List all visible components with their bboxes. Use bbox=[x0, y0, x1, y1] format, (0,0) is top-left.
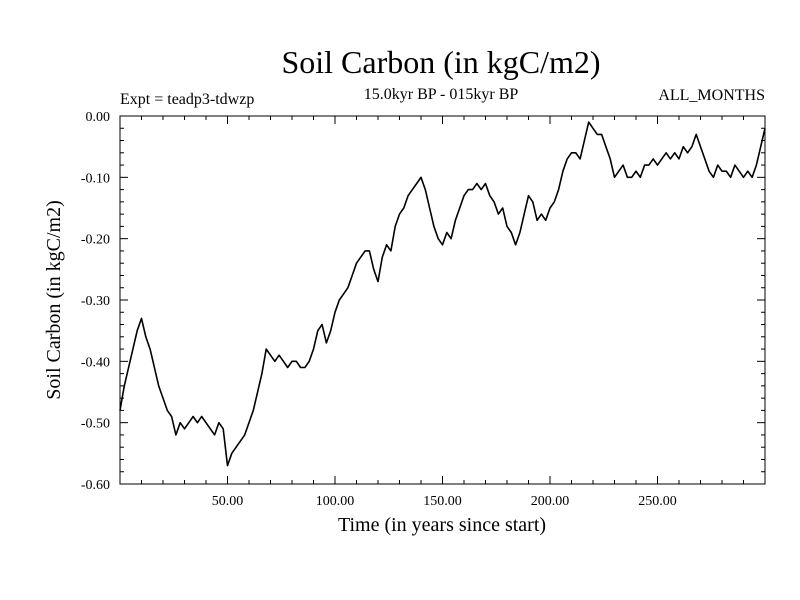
y-axis-tick-labels: 0.00 -0.10 -0.20 -0.30 -0.40 -0.50 -0.60 bbox=[81, 110, 110, 493]
y-tick-label: -0.50 bbox=[81, 417, 110, 432]
y-tick-label: -0.10 bbox=[81, 171, 110, 186]
x-axis-title: Time (in years since start) bbox=[338, 514, 546, 536]
x-axis-ticks bbox=[141, 116, 744, 484]
x-axis-tick-labels: 50.00 100.00 150.00 200.00 250.00 bbox=[212, 494, 677, 509]
series-line-soil-carbon bbox=[119, 121, 766, 467]
x-tick-label: 150.00 bbox=[423, 494, 462, 509]
experiment-label: Expt = teadp3-tdwzp bbox=[120, 91, 254, 108]
y-tick-label: -0.60 bbox=[81, 478, 110, 493]
x-tick-label: 100.00 bbox=[316, 494, 355, 509]
y-axis-ticks bbox=[120, 127, 765, 473]
x-tick-label: 50.00 bbox=[212, 494, 244, 509]
time-range-label: 15.0kyr BP - 015kyr BP bbox=[364, 86, 519, 103]
months-label: ALL_MONTHS bbox=[658, 87, 765, 104]
y-tick-label: -0.40 bbox=[81, 355, 110, 370]
y-tick-label: -0.20 bbox=[81, 233, 110, 248]
x-tick-label: 250.00 bbox=[638, 494, 677, 509]
y-tick-label: 0.00 bbox=[86, 110, 111, 125]
chart-title: Soil Carbon (in kgC/m2) bbox=[281, 44, 600, 80]
y-tick-label: -0.30 bbox=[81, 294, 110, 309]
y-axis-title: Soil Carbon (in kgC/m2) bbox=[43, 200, 65, 399]
x-tick-label: 200.00 bbox=[531, 494, 570, 509]
plot-frame bbox=[119, 115, 766, 485]
